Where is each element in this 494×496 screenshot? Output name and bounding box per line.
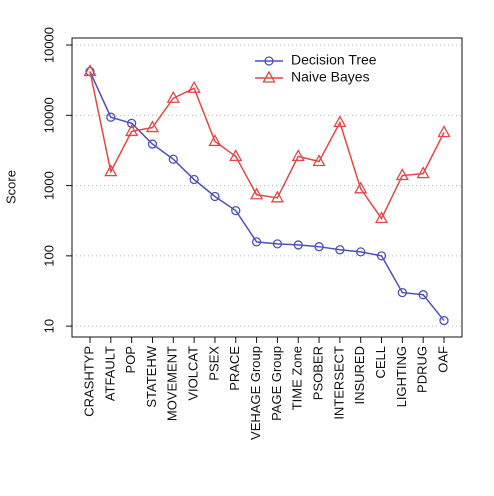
x-tick-label: PDRUG	[415, 346, 430, 393]
x-tick-label: POP	[123, 346, 138, 373]
point	[356, 247, 366, 257]
point	[231, 205, 241, 216]
point	[416, 166, 430, 179]
point	[333, 115, 347, 128]
legend-label: Decision Tree	[291, 52, 377, 68]
point	[251, 237, 262, 247]
point	[312, 154, 326, 167]
x-tick-label: LIGHTING	[394, 346, 409, 407]
x-tick-label: CELL	[373, 346, 388, 379]
y-tick-label: 100	[41, 245, 56, 267]
series-line	[89, 71, 445, 220]
point	[249, 187, 264, 200]
point	[210, 191, 220, 202]
point	[293, 240, 303, 250]
y-tick-label: 10000	[41, 27, 56, 63]
point	[145, 120, 160, 133]
point	[439, 315, 449, 326]
x-tick-label: STATEHW	[144, 345, 159, 407]
x-tick-label: INSURED	[352, 346, 367, 405]
point	[147, 139, 158, 149]
point	[397, 287, 408, 298]
x-tick-label: MOVEMENT	[165, 346, 180, 421]
legend-label: Naive Bayes	[291, 69, 370, 85]
x-tick-label: PSEX	[206, 346, 221, 381]
point	[125, 124, 139, 137]
x-tick-label: ATFAULT	[102, 346, 117, 401]
point	[104, 164, 118, 177]
point	[272, 239, 283, 249]
x-tick-label: PRACE	[227, 346, 242, 391]
x-tick-label: PSOBER	[310, 346, 325, 400]
point	[187, 80, 201, 93]
x-tick-label: OAF	[435, 346, 450, 373]
x-tick-label: TIME Zone	[290, 346, 305, 410]
point	[126, 118, 137, 128]
point	[314, 242, 324, 252]
point	[189, 174, 199, 185]
point	[418, 290, 428, 300]
x-tick-label: VIOLCAT	[186, 346, 201, 401]
point	[264, 56, 274, 66]
point	[395, 168, 409, 181]
x-tick-label: INTERSECT	[331, 346, 346, 420]
point	[262, 70, 276, 83]
y-tick-label: 10	[41, 319, 56, 333]
point	[106, 112, 116, 122]
point	[208, 134, 222, 147]
point	[354, 181, 368, 194]
x-tick-label: CRASHTYP	[81, 346, 96, 417]
point	[437, 125, 451, 138]
x-tick-label: PAGE Group	[269, 346, 284, 421]
x-tick-label: VEHAGE Group	[248, 346, 263, 440]
point	[374, 211, 389, 224]
point	[270, 190, 285, 203]
plot-frame	[71, 37, 463, 338]
y-tick-label: 10000	[41, 97, 56, 133]
y-tick-label: 1000	[41, 171, 56, 200]
y-axis-label: Score	[3, 170, 18, 204]
point	[335, 245, 345, 255]
point	[83, 64, 97, 77]
point	[291, 149, 305, 162]
point	[376, 251, 387, 261]
series-line	[89, 71, 445, 322]
point	[166, 90, 180, 103]
point	[229, 149, 243, 162]
point	[168, 154, 178, 164]
